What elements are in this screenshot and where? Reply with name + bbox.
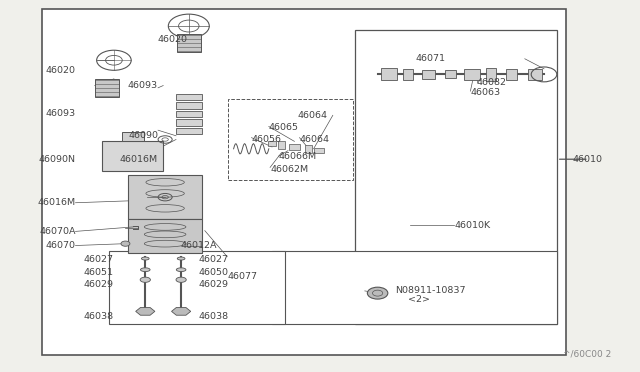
Text: 46020: 46020 [158, 35, 188, 44]
FancyBboxPatch shape [305, 145, 312, 153]
Text: 46090: 46090 [128, 131, 158, 140]
FancyBboxPatch shape [314, 148, 323, 153]
FancyBboxPatch shape [486, 68, 496, 81]
FancyBboxPatch shape [528, 69, 542, 80]
Text: 46090N: 46090N [38, 155, 76, 164]
Text: 46065: 46065 [269, 123, 299, 132]
FancyBboxPatch shape [176, 111, 202, 117]
Text: 46012A: 46012A [180, 241, 217, 250]
FancyBboxPatch shape [176, 102, 202, 109]
Text: 46038: 46038 [198, 312, 228, 321]
FancyBboxPatch shape [403, 69, 413, 80]
FancyBboxPatch shape [422, 70, 435, 79]
Text: 46016M: 46016M [37, 198, 76, 207]
Text: 46070: 46070 [45, 241, 76, 250]
FancyBboxPatch shape [268, 141, 276, 146]
Text: 46064: 46064 [300, 135, 330, 144]
Text: 46056: 46056 [252, 135, 282, 144]
FancyBboxPatch shape [128, 175, 202, 219]
Text: 46093: 46093 [45, 109, 76, 118]
FancyBboxPatch shape [109, 251, 285, 324]
Text: 46051: 46051 [84, 268, 114, 277]
FancyBboxPatch shape [176, 119, 202, 126]
Text: 46027: 46027 [198, 255, 228, 264]
Text: 46020: 46020 [45, 66, 76, 75]
FancyBboxPatch shape [228, 99, 353, 180]
FancyBboxPatch shape [381, 68, 397, 80]
Polygon shape [172, 308, 191, 315]
Text: 46016M: 46016M [120, 155, 158, 164]
Text: 46010K: 46010K [454, 221, 490, 230]
FancyBboxPatch shape [272, 251, 557, 324]
Text: ^/60C00 2: ^/60C00 2 [563, 350, 611, 359]
Text: 46027: 46027 [84, 255, 114, 264]
FancyBboxPatch shape [278, 141, 285, 149]
Text: 46070A: 46070A [39, 227, 76, 236]
Text: N08911-10837: N08911-10837 [396, 286, 466, 295]
FancyBboxPatch shape [102, 141, 163, 171]
Text: 46082: 46082 [477, 78, 507, 87]
Text: 46029: 46029 [84, 280, 114, 289]
Text: 46066M: 46066M [278, 153, 317, 161]
Ellipse shape [141, 257, 149, 260]
FancyBboxPatch shape [464, 69, 480, 80]
Ellipse shape [141, 268, 150, 272]
FancyBboxPatch shape [177, 34, 201, 52]
Text: 46010: 46010 [573, 155, 603, 164]
Text: 46064: 46064 [298, 111, 328, 120]
Circle shape [121, 241, 130, 246]
Text: 46038: 46038 [84, 312, 114, 321]
Text: 46077: 46077 [227, 272, 257, 280]
FancyBboxPatch shape [176, 128, 202, 134]
Ellipse shape [176, 277, 186, 282]
Ellipse shape [176, 268, 186, 272]
FancyBboxPatch shape [445, 70, 456, 78]
FancyBboxPatch shape [176, 94, 202, 100]
Text: 46062M: 46062M [270, 165, 308, 174]
Ellipse shape [177, 257, 185, 260]
Text: 46071: 46071 [416, 54, 446, 63]
Text: 46050: 46050 [198, 268, 228, 277]
FancyBboxPatch shape [128, 219, 202, 253]
Text: <2>: <2> [408, 295, 430, 304]
Text: 46063: 46063 [470, 88, 500, 97]
Text: 46029: 46029 [198, 280, 228, 289]
Ellipse shape [140, 277, 150, 282]
FancyBboxPatch shape [506, 69, 517, 80]
Circle shape [367, 287, 388, 299]
FancyBboxPatch shape [42, 9, 566, 355]
FancyBboxPatch shape [122, 132, 144, 141]
Polygon shape [355, 30, 557, 324]
Polygon shape [136, 308, 155, 315]
FancyBboxPatch shape [289, 144, 300, 150]
Text: 46093: 46093 [128, 81, 158, 90]
FancyBboxPatch shape [95, 79, 119, 97]
